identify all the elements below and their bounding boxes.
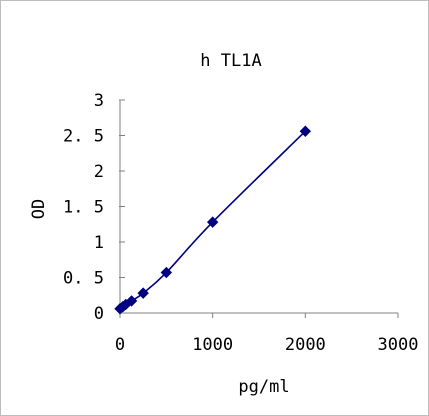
y-tick-label: 3 <box>94 91 104 111</box>
axes <box>119 99 399 318</box>
y-tick-label: 2 <box>94 162 104 182</box>
x-tick-label: 1000 <box>192 335 233 355</box>
y-tick-label: 1 <box>94 233 104 253</box>
y-tick-label: 2. 5 <box>63 127 104 147</box>
data-point <box>137 287 149 299</box>
x-tick-label: 0 <box>115 335 125 355</box>
y-tick-label: 1. 5 <box>63 198 104 218</box>
x-tick-label: 2000 <box>285 335 326 355</box>
x-tick-label: 3000 <box>378 335 419 355</box>
y-tick-label: 0. 5 <box>63 269 104 289</box>
plot-area <box>114 125 312 315</box>
y-axis-label: OD <box>29 199 49 219</box>
data-point <box>160 266 173 279</box>
tick-labels: 0 0. 5 1 1. 5 2 2. 5 3 0 1000 2000 3000 <box>63 91 418 355</box>
data-point <box>125 295 138 307</box>
chart-title: h TL1A <box>200 51 261 71</box>
y-tick-label: 0 <box>94 304 104 324</box>
data-point <box>299 125 312 137</box>
data-point <box>206 216 219 228</box>
x-axis-label: pg/ml <box>238 377 289 397</box>
